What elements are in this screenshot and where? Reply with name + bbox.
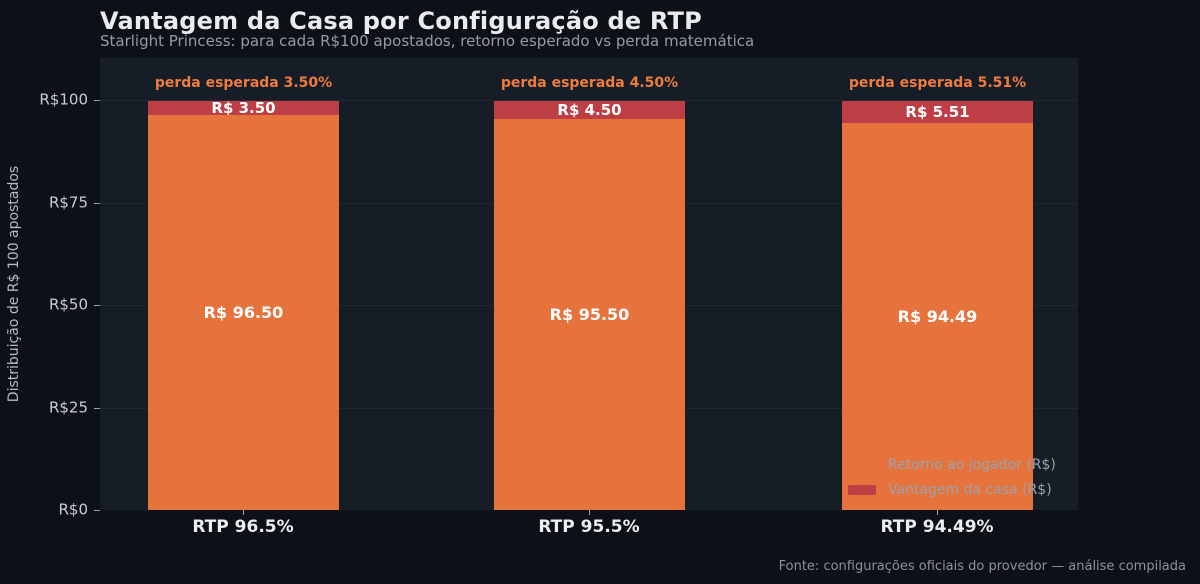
player-return-segment: R$ 95.50: [494, 118, 685, 510]
x-tick-mark: [589, 510, 590, 515]
house-edge-segment: R$ 5.51: [842, 100, 1033, 124]
expected-loss-annotation: perda esperada 3.50%: [154, 75, 333, 91]
bar-rtp-96-5: perda esperada 3.50% R$ 3.50 R$ 96.50: [148, 58, 339, 510]
bar-stack: R$ 5.51 R$ 94.49: [842, 100, 1033, 510]
gridline: [100, 100, 1078, 101]
legend-item-player-return: Retorno ao jogador (R$): [848, 457, 1056, 473]
y-tick-label: R$0: [58, 500, 88, 519]
y-tick-mark: [94, 408, 100, 409]
y-tick-mark: [94, 203, 100, 204]
bar-rtp-94-49: perda esperada 5.51% R$ 5.51 R$ 94.49: [842, 58, 1033, 510]
house-edge-value-label: R$ 5.51: [905, 102, 970, 121]
bar-stack: R$ 4.50 R$ 95.50: [494, 100, 685, 510]
x-tick-label: RTP 94.49%: [880, 517, 994, 537]
bar-stack: R$ 3.50 R$ 96.50: [148, 98, 339, 510]
expected-loss-annotation: perda esperada 5.51%: [848, 75, 1027, 91]
house-edge-segment: R$ 4.50: [494, 100, 685, 119]
x-tick-label: RTP 95.5%: [538, 517, 640, 537]
expected-loss-annotation: perda esperada 4.50%: [500, 75, 679, 91]
legend-swatch-house-edge: [848, 485, 876, 495]
plot-area: perda esperada 3.50% R$ 3.50 R$ 96.50 pe…: [100, 58, 1078, 510]
bar-rtp-95-5: perda esperada 4.50% R$ 4.50 R$ 95.50: [494, 58, 685, 510]
legend-label: Vantagem da casa (R$): [888, 482, 1052, 498]
x-tick-mark: [243, 510, 244, 515]
legend-swatch-player-return: [848, 460, 876, 470]
x-tick-label: RTP 96.5%: [192, 517, 294, 537]
legend-label: Retorno ao jogador (R$): [888, 457, 1056, 473]
y-tick-mark: [94, 100, 100, 101]
player-return-value-label: R$ 96.50: [203, 302, 284, 322]
y-tick-label: R$25: [48, 398, 88, 417]
source-footnote: Fonte: configurações oficiais do provedo…: [778, 559, 1186, 574]
house-edge-value-label: R$ 4.50: [557, 100, 622, 119]
x-tick-mark: [937, 510, 938, 515]
house-edge-segment: R$ 3.50: [148, 98, 339, 117]
legend-item-house-edge: Vantagem da casa (R$): [848, 482, 1056, 498]
player-return-segment: R$ 96.50: [148, 114, 339, 510]
house-edge-value-label: R$ 3.50: [211, 98, 276, 117]
y-tick-mark: [94, 510, 100, 511]
y-tick-mark: [94, 305, 100, 306]
y-tick-label: R$75: [48, 193, 88, 212]
player-return-segment: R$ 94.49: [842, 123, 1033, 510]
player-return-value-label: R$ 95.50: [549, 304, 630, 324]
y-tick-label: R$100: [39, 90, 88, 109]
chart-legend: Retorno ao jogador (R$) Vantagem da casa…: [848, 457, 1056, 498]
player-return-value-label: R$ 94.49: [897, 307, 978, 327]
chart-title: Vantagem da Casa por Configuração de RTP: [100, 7, 702, 35]
y-tick-label: R$50: [48, 295, 88, 314]
chart-subtitle: Starlight Princess: para cada R$100 apos…: [100, 32, 755, 50]
